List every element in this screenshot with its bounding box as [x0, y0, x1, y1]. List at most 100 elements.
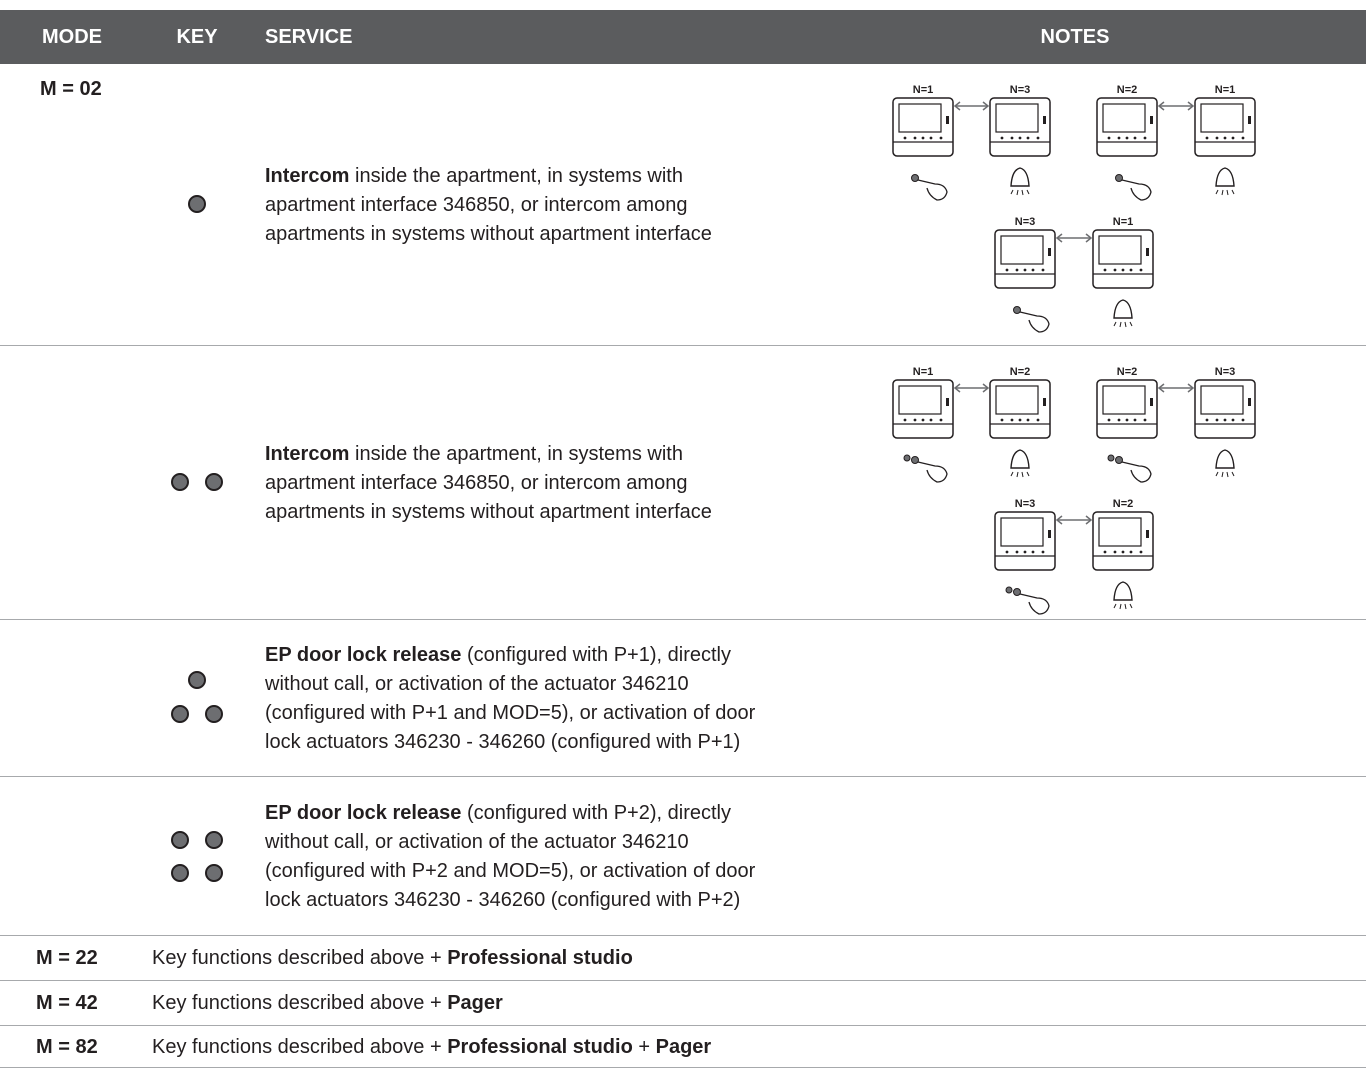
- service-bold: EP door lock release: [265, 801, 462, 824]
- icon: [1241, 418, 1245, 422]
- icon: [1041, 550, 1045, 554]
- service-plain: (configured with P+1), directly without …: [265, 643, 756, 753]
- icon: [1113, 299, 1133, 319]
- icon: [946, 398, 949, 406]
- icon: [1010, 136, 1014, 140]
- icon: [1048, 248, 1051, 256]
- unit-label: N=3: [1010, 84, 1031, 96]
- service-paragraph: Key functions described above + Professi…: [152, 944, 633, 973]
- icon: [1013, 588, 1021, 596]
- icon: [1248, 116, 1251, 124]
- icon: [1129, 550, 1133, 554]
- header-mode: MODE: [42, 26, 102, 48]
- service-bold: Intercom: [265, 164, 350, 187]
- icon: [1133, 418, 1137, 422]
- table-row: [0, 981, 1366, 1026]
- service-plain: Key functions described above +: [152, 1035, 442, 1058]
- unit-label: N=1: [913, 366, 934, 378]
- header-notes: NOTES: [1040, 26, 1110, 48]
- icon: [1023, 268, 1027, 272]
- table-row: [0, 64, 1366, 346]
- icon: [1150, 398, 1153, 406]
- service-paragraph: Key functions described above + Pager: [152, 989, 503, 1018]
- icon: [1018, 136, 1022, 140]
- service-plain: Key functions described above +: [152, 992, 442, 1014]
- icon: [1010, 189, 1030, 196]
- icon: [1241, 136, 1245, 140]
- service-paragraph: Intercom inside the apartment, in system…: [265, 162, 765, 249]
- icon: [1026, 418, 1030, 422]
- icon: [1015, 268, 1019, 272]
- service-text: EP door lock release (configured with P+…: [265, 777, 765, 936]
- icon: [939, 136, 943, 140]
- icon: [1098, 517, 1142, 547]
- icon: [1102, 103, 1146, 133]
- icon: [1048, 530, 1051, 538]
- icon: [898, 385, 942, 415]
- icon: [1098, 235, 1142, 265]
- service-bold: Professional studio: [447, 1035, 633, 1058]
- icon: [1139, 268, 1143, 272]
- icon: [1018, 418, 1022, 422]
- icon: [939, 418, 943, 422]
- service-plain: +: [638, 1035, 651, 1058]
- unit-label: N=2: [1113, 498, 1134, 510]
- service-text: EP door lock release (configured with P+…: [265, 620, 765, 777]
- icon: [1113, 268, 1117, 272]
- icon: [1115, 456, 1123, 464]
- header-key: KEY: [176, 26, 218, 48]
- icon: [1031, 550, 1035, 554]
- icon: [1215, 136, 1219, 140]
- service-paragraph: Key functions described above + Professi…: [152, 1033, 711, 1062]
- icon: [1041, 268, 1045, 272]
- icon: [1019, 311, 1050, 333]
- unit-label: N=1: [1215, 84, 1236, 96]
- icon: [1107, 454, 1115, 462]
- icon: [1019, 593, 1050, 615]
- icon: [1223, 136, 1227, 140]
- service-text: Intercom inside the apartment, in system…: [265, 64, 765, 346]
- icon: [1000, 136, 1004, 140]
- unit-label: N=2: [1117, 84, 1138, 96]
- unit-label: N=2: [1117, 366, 1138, 378]
- mode-label: M = 82: [36, 1036, 98, 1058]
- icon: [1103, 550, 1107, 554]
- icon: [1103, 268, 1107, 272]
- icon: [1129, 268, 1133, 272]
- service-plain: inside the apartment, in systems with ap…: [265, 164, 712, 245]
- icon: [1113, 603, 1133, 610]
- icon: [1133, 136, 1137, 140]
- icon: [903, 454, 911, 462]
- icon: [1125, 136, 1129, 140]
- service-plain: (configured with P+2), directly without …: [265, 801, 756, 911]
- icon: [1113, 581, 1133, 601]
- icon: [1055, 515, 1093, 525]
- icon: [1055, 233, 1093, 243]
- icon: [1157, 383, 1195, 393]
- unit-label: N=3: [1015, 498, 1036, 510]
- unit-label: N=2: [1010, 366, 1031, 378]
- icon: [1205, 418, 1209, 422]
- mode-label: M = 22: [36, 947, 98, 969]
- icon: [1043, 398, 1046, 406]
- icon: [946, 116, 949, 124]
- icon: [1231, 418, 1235, 422]
- table-row: [0, 346, 1366, 620]
- icon: [1215, 471, 1235, 478]
- icon: [1015, 550, 1019, 554]
- icon: [1215, 449, 1235, 469]
- icon: [1010, 449, 1030, 469]
- icon: [1200, 385, 1244, 415]
- icon: [1005, 550, 1009, 554]
- service-bold: Pager: [655, 1035, 712, 1058]
- icon: [921, 136, 925, 140]
- icon: [1000, 418, 1004, 422]
- icon: [929, 136, 933, 140]
- icon: [1117, 418, 1121, 422]
- icon: [921, 418, 925, 422]
- icon: [1000, 235, 1044, 265]
- icon: [1005, 586, 1013, 594]
- icon: [917, 179, 948, 201]
- icon: [1010, 418, 1014, 422]
